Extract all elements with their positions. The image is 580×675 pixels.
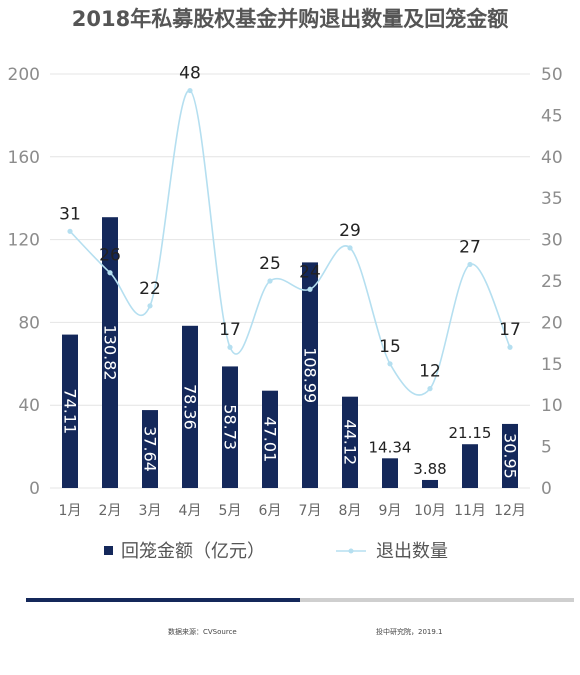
line-data-label: 29 bbox=[339, 221, 361, 241]
line-point bbox=[347, 245, 353, 251]
x-category-label: 7月 bbox=[299, 503, 322, 519]
left-axis: 0 40 80 120 160 200 bbox=[8, 65, 40, 499]
right-tick-label: 45 bbox=[541, 106, 563, 126]
right-tick-label: 25 bbox=[541, 272, 563, 292]
x-category-label: 6月 bbox=[259, 503, 282, 519]
x-category-label: 11月 bbox=[454, 503, 486, 519]
x-category-label: 12月 bbox=[494, 503, 526, 519]
bar-data-label: 37.64 bbox=[141, 426, 160, 472]
left-tick-label: 160 bbox=[8, 148, 40, 168]
line-data-label: 27 bbox=[459, 237, 481, 257]
right-tick-label: 40 bbox=[541, 148, 563, 168]
legend: 回笼金额（亿元） 退出数量 bbox=[104, 541, 448, 562]
left-tick-label: 80 bbox=[18, 313, 40, 333]
right-tick-label: 30 bbox=[541, 231, 563, 251]
bar bbox=[462, 444, 478, 488]
line-point bbox=[307, 286, 313, 292]
bar-data-label: 130.82 bbox=[101, 325, 120, 381]
left-tick-label: 40 bbox=[18, 396, 40, 416]
right-axis: 0 5 10 15 20 25 30 35 40 45 50 bbox=[541, 65, 563, 499]
footer-note: 投中研究院，2019.1 bbox=[376, 627, 443, 636]
bar bbox=[142, 410, 158, 488]
bar bbox=[182, 325, 198, 488]
line-point bbox=[267, 278, 273, 284]
x-category-label: 3月 bbox=[139, 503, 162, 519]
footer-bar-light bbox=[300, 598, 574, 602]
line-data-label: 15 bbox=[379, 337, 401, 357]
line-point bbox=[67, 228, 73, 234]
footer-bar-dark bbox=[26, 598, 300, 602]
line-data-label: 31 bbox=[59, 204, 81, 224]
line-data-label: 12 bbox=[419, 362, 441, 382]
bar-data-label: 47.01 bbox=[261, 416, 280, 462]
bar-data-label: 21.15 bbox=[449, 424, 492, 442]
legend-bar-label: 回笼金额（亿元） bbox=[121, 541, 265, 562]
x-category-label: 2月 bbox=[99, 503, 122, 519]
line-point bbox=[427, 386, 433, 392]
legend-line-marker bbox=[348, 548, 354, 554]
right-tick-label: 35 bbox=[541, 189, 563, 209]
grid-lines bbox=[50, 73, 530, 489]
line-data-label: 24 bbox=[299, 262, 321, 282]
bar-data-label: 30.95 bbox=[501, 433, 520, 479]
bar-series: 74.11 130.82 37.64 78.36 58.73 47.01 108.99 44.… bbox=[61, 217, 520, 488]
line-data-label: 17 bbox=[219, 320, 241, 340]
bar-data-label: 78.36 bbox=[181, 384, 200, 430]
right-tick-label: 5 bbox=[541, 438, 552, 458]
bar bbox=[62, 334, 78, 488]
x-category-label: 10月 bbox=[414, 503, 446, 519]
legend-line-label: 退出数量 bbox=[376, 541, 448, 562]
line-point bbox=[507, 344, 513, 350]
line-path bbox=[69, 89, 511, 396]
line-point bbox=[387, 361, 393, 367]
x-category-label: 4月 bbox=[179, 503, 202, 519]
right-tick-label: 15 bbox=[541, 355, 563, 375]
line-data-label: 17 bbox=[499, 320, 521, 340]
bar bbox=[102, 217, 118, 488]
line-point bbox=[187, 87, 193, 94]
left-tick-label: 200 bbox=[8, 65, 40, 85]
legend-bar-swatch bbox=[104, 546, 113, 555]
x-category-label: 1月 bbox=[59, 503, 82, 519]
bar bbox=[382, 458, 398, 488]
chart-title: 2018年私募股权基金并购退出数量及回笼金额 bbox=[72, 7, 508, 31]
x-category-label: 5月 bbox=[219, 503, 242, 519]
right-tick-label: 10 bbox=[541, 396, 563, 416]
bar bbox=[302, 262, 318, 488]
bar-data-label: 108.99 bbox=[301, 347, 320, 403]
x-category-label: 8月 bbox=[339, 503, 362, 519]
bar bbox=[422, 479, 438, 488]
left-tick-label: 0 bbox=[29, 479, 40, 499]
line-data-label: 25 bbox=[259, 254, 281, 274]
bar bbox=[342, 396, 358, 488]
bar bbox=[222, 366, 238, 488]
line-point bbox=[147, 303, 153, 309]
bar-data-label: 58.73 bbox=[221, 404, 240, 450]
x-category-label: 9月 bbox=[379, 503, 402, 519]
line-data-label: 48 bbox=[179, 64, 201, 84]
right-tick-label: 0 bbox=[541, 479, 552, 499]
bar-data-label: 3.88 bbox=[413, 460, 446, 478]
bar bbox=[502, 423, 518, 488]
line-data-label: 22 bbox=[139, 279, 161, 299]
line-point bbox=[467, 261, 473, 268]
line-point bbox=[227, 344, 233, 350]
bar bbox=[262, 390, 278, 488]
line-series: 31 26 22 48 17 25 24 29 15 12 27 17 bbox=[59, 64, 521, 396]
line-data-label: 26 bbox=[99, 246, 121, 266]
footer-source: 数据来源：CVSource bbox=[168, 627, 237, 636]
left-tick-label: 120 bbox=[8, 231, 40, 251]
bar-data-label: 74.11 bbox=[61, 388, 80, 434]
right-tick-label: 50 bbox=[541, 65, 563, 85]
x-axis: 1月 2月 3月 4月 5月 6月 7月 8月 9月 10月 11月 12月 bbox=[59, 503, 526, 519]
bar-data-label: 14.34 bbox=[369, 438, 412, 456]
bar-data-label: 44.12 bbox=[341, 419, 360, 465]
right-tick-label: 20 bbox=[541, 313, 563, 333]
line-point bbox=[107, 270, 113, 276]
